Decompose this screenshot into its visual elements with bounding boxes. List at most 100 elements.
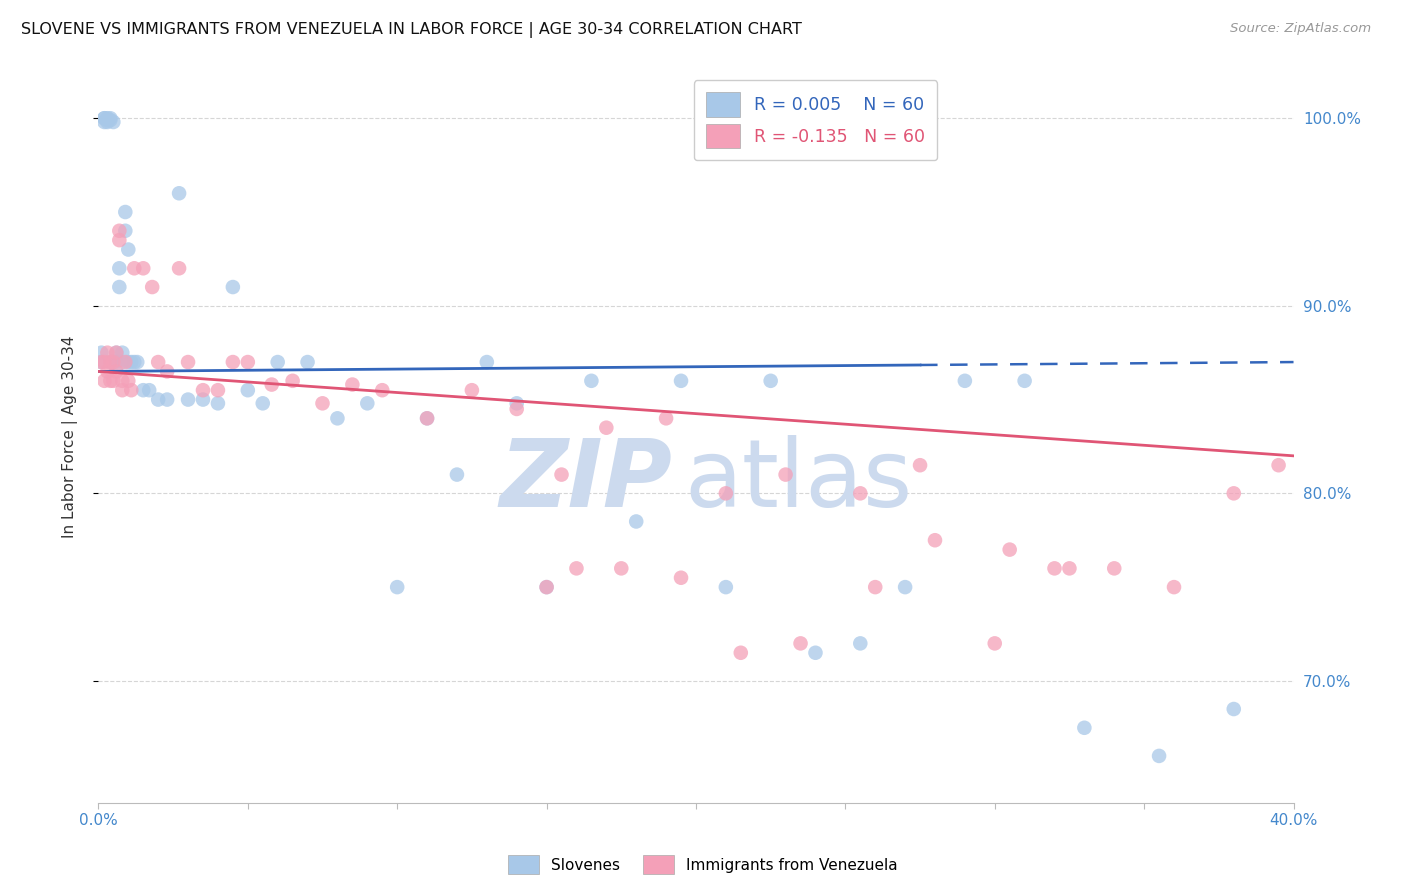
Point [124, 261, 146, 276]
Point [849, 636, 872, 650]
Point [565, 561, 588, 575]
Point [132, 383, 155, 397]
Point [252, 396, 274, 410]
Point [260, 377, 283, 392]
Point [1223, 486, 1246, 500]
Point [117, 355, 139, 369]
Point [236, 355, 259, 369]
Point [655, 411, 678, 425]
Point [105, 355, 128, 369]
Point [191, 383, 214, 397]
Point [267, 355, 290, 369]
Legend: Slovenes, Immigrants from Venezuela: Slovenes, Immigrants from Venezuela [502, 849, 904, 880]
Point [132, 261, 155, 276]
Point [236, 383, 259, 397]
Point [416, 411, 439, 425]
Point [550, 467, 572, 482]
Point [222, 280, 245, 294]
Point [1059, 561, 1081, 575]
Point [93, 112, 115, 126]
Point [1043, 561, 1066, 575]
Point [127, 355, 149, 369]
Point [108, 233, 131, 247]
Point [96, 364, 118, 378]
Point [207, 383, 229, 397]
Point [105, 345, 128, 359]
Point [177, 392, 200, 407]
Point [105, 345, 128, 359]
Text: SLOVENE VS IMMIGRANTS FROM VENEZUELA IN LABOR FORCE | AGE 30-34 CORRELATION CHAR: SLOVENE VS IMMIGRANTS FROM VENEZUELA IN … [21, 22, 801, 38]
Point [1223, 702, 1246, 716]
Point [117, 243, 139, 257]
Point [371, 383, 394, 397]
Point [93, 355, 115, 369]
Point [326, 411, 349, 425]
Point [117, 374, 139, 388]
Point [191, 392, 214, 407]
Point [111, 345, 134, 359]
Point [103, 355, 125, 369]
Point [108, 224, 131, 238]
Point [177, 355, 200, 369]
Point [595, 420, 617, 434]
Point [108, 261, 131, 276]
Point [536, 580, 558, 594]
Point [714, 580, 737, 594]
Point [669, 571, 692, 585]
Point [98, 112, 122, 126]
Point [446, 467, 468, 482]
Point [98, 355, 122, 369]
Point [141, 280, 163, 294]
Point [90, 345, 112, 359]
Point [626, 515, 648, 529]
Point [96, 112, 118, 126]
Point [167, 186, 190, 201]
Y-axis label: In Labor Force | Age 30-34: In Labor Force | Age 30-34 [62, 335, 77, 539]
Point [730, 646, 752, 660]
Point [98, 355, 122, 369]
Point [96, 345, 118, 359]
Point [1104, 561, 1126, 575]
Point [311, 396, 333, 410]
Point [953, 374, 976, 388]
Point [124, 355, 146, 369]
Point [96, 113, 118, 128]
Point [416, 411, 439, 425]
Point [581, 374, 603, 388]
Point [1147, 748, 1170, 763]
Point [759, 374, 782, 388]
Point [924, 533, 946, 548]
Point [90, 355, 112, 369]
Point [98, 113, 122, 128]
Point [908, 458, 931, 473]
Point [98, 374, 122, 388]
Point [222, 355, 245, 369]
Point [536, 580, 558, 594]
Point [506, 396, 529, 410]
Point [167, 261, 190, 276]
Point [114, 355, 136, 369]
Point [1163, 580, 1185, 594]
Point [984, 636, 1007, 650]
Point [385, 580, 409, 594]
Point [461, 383, 484, 397]
Point [1267, 458, 1289, 473]
Point [103, 374, 125, 388]
Point [714, 486, 737, 500]
Point [103, 355, 125, 369]
Point [297, 355, 319, 369]
Point [138, 383, 160, 397]
Point [804, 646, 827, 660]
Point [148, 392, 170, 407]
Point [669, 374, 692, 388]
Point [610, 561, 633, 575]
Point [105, 364, 128, 378]
Point [108, 280, 131, 294]
Point [103, 115, 125, 129]
Point [114, 224, 136, 238]
Text: ZIP: ZIP [499, 435, 672, 527]
Point [96, 115, 118, 129]
Point [865, 580, 887, 594]
Point [156, 364, 179, 378]
Point [111, 374, 134, 388]
